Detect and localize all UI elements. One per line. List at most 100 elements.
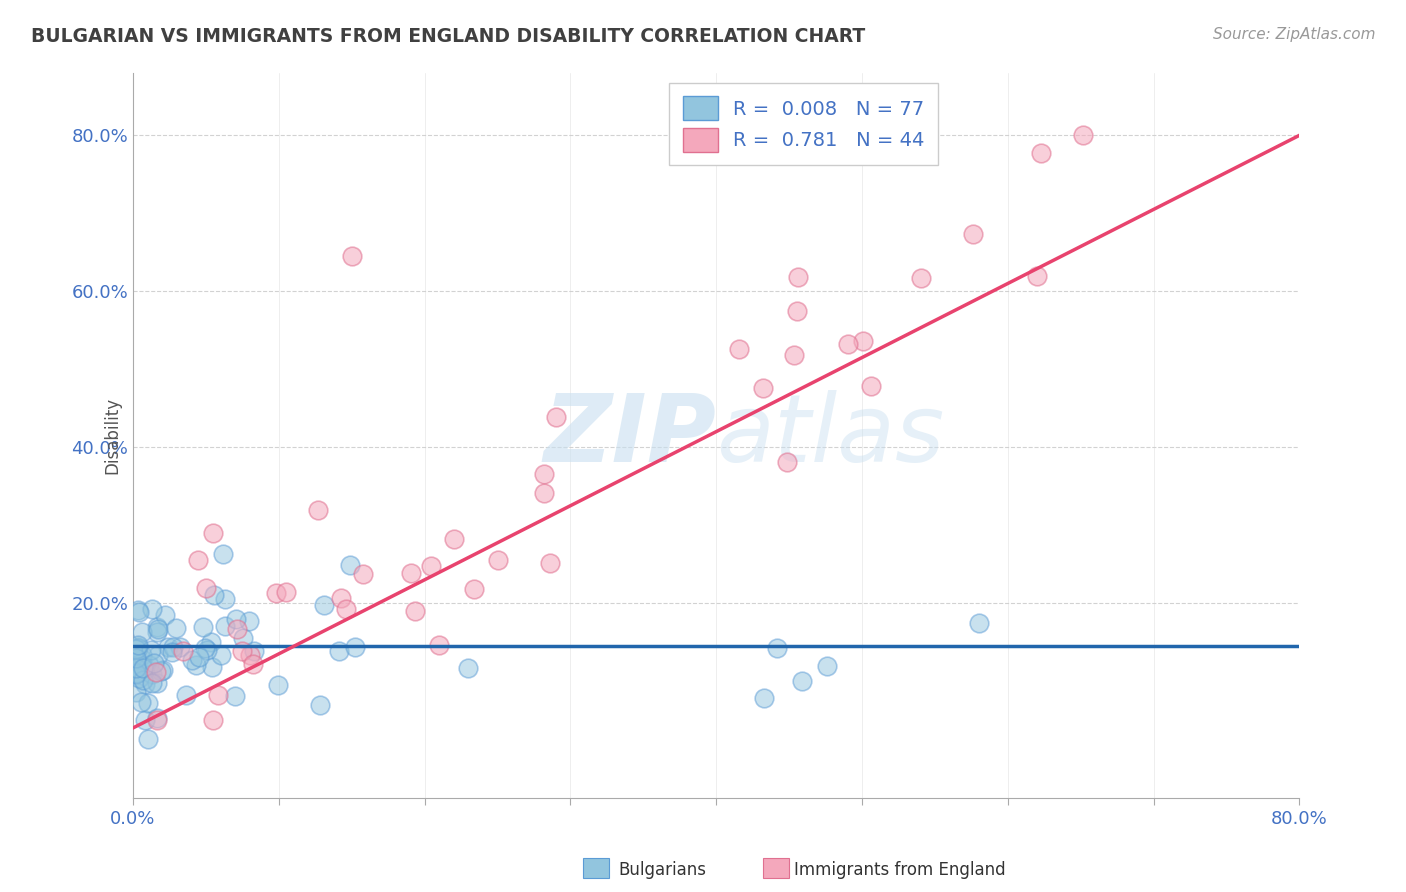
Point: [420, 559, 443, 574]
Point: [1029, 146, 1052, 161]
Point: [132, 661, 155, 675]
Point: [264, 586, 287, 600]
Point: [544, 409, 567, 424]
Point: [184, 658, 207, 673]
Legend: R =  0.008   N = 77, R =  0.781   N = 44: R = 0.008 N = 77, R = 0.781 N = 44: [669, 83, 938, 165]
Point: [131, 673, 153, 687]
Text: ZIP: ZIP: [543, 390, 716, 482]
Point: [141, 675, 163, 690]
Point: [146, 648, 169, 662]
Point: [214, 619, 236, 633]
Point: [127, 640, 149, 654]
Point: [339, 558, 361, 572]
Point: [815, 658, 838, 673]
Point: [134, 677, 156, 691]
Point: [145, 676, 167, 690]
Point: [125, 667, 148, 681]
Point: [200, 634, 222, 648]
Point: [127, 665, 149, 680]
Text: atlas: atlas: [716, 390, 945, 481]
Point: [242, 657, 264, 672]
Point: [146, 622, 169, 636]
Point: [150, 664, 173, 678]
Point: [169, 640, 191, 654]
Point: [232, 632, 254, 646]
Point: [127, 638, 149, 652]
Point: [225, 623, 247, 637]
Point: [1025, 268, 1047, 283]
Point: [172, 643, 194, 657]
Point: [207, 688, 229, 702]
Point: [214, 591, 236, 606]
Point: [127, 657, 149, 671]
Point: [352, 567, 374, 582]
Point: [786, 303, 808, 318]
Point: [125, 641, 148, 656]
Point: [194, 640, 217, 655]
Point: [787, 269, 810, 284]
Point: [165, 621, 187, 635]
Point: [404, 604, 426, 618]
Point: [859, 379, 882, 393]
Point: [242, 644, 264, 658]
Point: [127, 603, 149, 617]
Point: [131, 652, 153, 666]
Point: [783, 348, 806, 362]
Point: [267, 678, 290, 692]
Point: [340, 249, 363, 263]
Point: [728, 342, 751, 356]
Point: [131, 648, 153, 662]
Point: [136, 732, 159, 747]
Point: [775, 455, 797, 469]
Point: [128, 671, 150, 685]
Point: [201, 660, 224, 674]
Point: [138, 657, 160, 672]
Point: [443, 532, 465, 546]
Point: [328, 644, 350, 658]
Point: [225, 612, 247, 626]
Point: [533, 486, 555, 500]
Point: [239, 648, 262, 663]
Point: [155, 608, 177, 623]
Point: [146, 620, 169, 634]
Point: [136, 697, 159, 711]
Point: [125, 653, 148, 667]
Point: [457, 660, 479, 674]
Point: [146, 711, 169, 725]
Point: [186, 552, 208, 566]
Point: [129, 695, 152, 709]
Point: [146, 625, 169, 640]
Point: [427, 639, 450, 653]
Point: [181, 653, 204, 667]
Text: Immigrants from England: Immigrants from England: [794, 861, 1007, 879]
Point: [141, 602, 163, 616]
Point: [314, 599, 336, 613]
Point: [209, 648, 232, 662]
Point: [125, 650, 148, 665]
Point: [967, 615, 990, 630]
Point: [790, 673, 813, 688]
Point: [125, 666, 148, 681]
Point: [752, 691, 775, 706]
Point: [195, 642, 218, 657]
Point: [486, 553, 509, 567]
Point: [145, 665, 167, 679]
Point: [211, 547, 233, 561]
Text: BULGARIAN VS IMMIGRANTS FROM ENGLAND DISABILITY CORRELATION CHART: BULGARIAN VS IMMIGRANTS FROM ENGLAND DIS…: [31, 27, 865, 45]
Point: [910, 271, 932, 285]
Point: [1073, 128, 1095, 143]
Text: Bulgarians: Bulgarians: [619, 861, 707, 879]
Point: [125, 661, 148, 675]
Point: [463, 582, 485, 596]
Point: [962, 227, 984, 242]
Point: [141, 667, 163, 681]
Point: [399, 566, 422, 580]
Point: [187, 650, 209, 665]
Point: [202, 588, 225, 602]
Point: [343, 640, 366, 654]
Point: [751, 382, 773, 396]
Point: [194, 581, 217, 595]
Point: [146, 713, 169, 727]
Y-axis label: Disability: Disability: [104, 397, 122, 475]
Point: [309, 698, 332, 712]
